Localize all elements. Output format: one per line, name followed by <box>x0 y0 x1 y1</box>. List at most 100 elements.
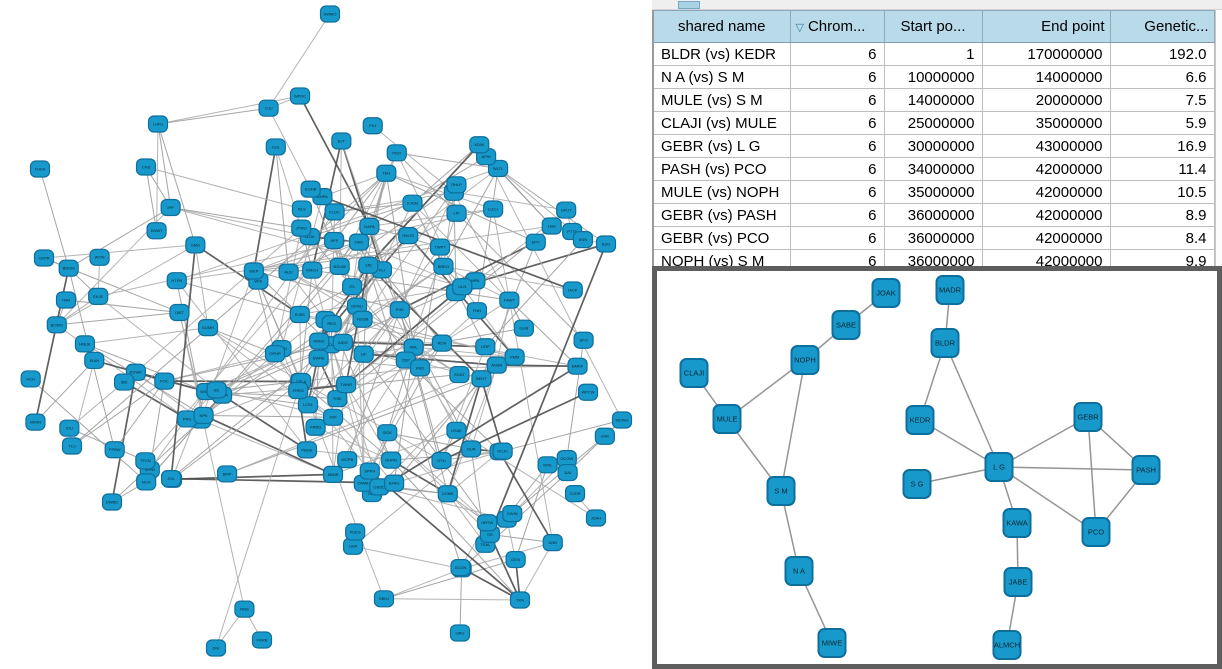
node-shape[interactable] <box>499 291 520 309</box>
network-edge[interactable] <box>56 311 180 326</box>
network-node[interactable]: GMG <box>185 236 206 254</box>
network-edge[interactable] <box>280 196 323 349</box>
network-edge[interactable] <box>299 95 371 227</box>
network-edge[interactable] <box>363 353 497 366</box>
network-node[interactable]: LPI <box>446 204 467 222</box>
network-edge[interactable] <box>386 432 491 535</box>
cell-shared-name[interactable]: MULE (vs) S M <box>654 88 791 112</box>
network-node[interactable]: SPPH <box>359 462 380 480</box>
network-edge[interactable] <box>489 533 553 544</box>
cell-shared-name[interactable]: GEBR (vs) PASH <box>654 203 791 227</box>
network-node[interactable]: DCGN <box>450 558 471 577</box>
node-shape[interactable] <box>135 452 156 470</box>
network-edge[interactable] <box>176 225 552 282</box>
network-edge[interactable] <box>998 466 1147 471</box>
network-edge[interactable] <box>345 384 392 461</box>
network-edge[interactable] <box>221 394 308 451</box>
network-node[interactable]: GUB <box>513 319 534 337</box>
network-node[interactable]: DNI <box>205 639 227 657</box>
node-shape[interactable] <box>449 365 470 384</box>
network-edge[interactable] <box>253 270 400 311</box>
node-shape[interactable] <box>58 259 79 277</box>
network-edge[interactable] <box>288 271 460 375</box>
node-shape[interactable] <box>452 278 473 296</box>
column-header-start-po-[interactable]: Start po... <box>884 10 983 43</box>
node-shape[interactable] <box>585 509 607 527</box>
cell-value[interactable]: 35000000 <box>982 111 1111 135</box>
network-node[interactable]: JDAH <box>585 509 607 527</box>
node-shape[interactable] <box>322 465 344 483</box>
column-header-shared-name[interactable]: shared name <box>654 10 791 43</box>
network-edge[interactable] <box>275 146 290 273</box>
node-shape[interactable] <box>562 281 583 299</box>
network-node[interactable]: WEP <box>243 262 264 280</box>
node-shape[interactable] <box>234 600 255 618</box>
network-node[interactable]: IJRU <box>449 624 471 642</box>
cell-value[interactable]: 42000000 <box>982 226 1111 250</box>
node-shape[interactable] <box>410 359 431 377</box>
network-edge[interactable] <box>470 364 498 450</box>
network-edge[interactable] <box>519 542 554 601</box>
node-shape[interactable] <box>362 117 383 135</box>
node-shape[interactable] <box>595 235 617 253</box>
node-shape[interactable] <box>577 383 599 401</box>
network-node-bldr[interactable]: BLDR <box>930 328 960 358</box>
network-edge[interactable] <box>203 353 276 416</box>
node-shape[interactable] <box>46 316 67 334</box>
node-shape[interactable] <box>556 201 577 219</box>
node-shape[interactable] <box>449 624 471 642</box>
network-edge[interactable] <box>288 271 358 307</box>
network-edge[interactable] <box>71 380 165 447</box>
network-edge[interactable] <box>515 464 549 560</box>
cell-value[interactable]: 36000000 <box>884 203 983 227</box>
network-node[interactable]: UNB <box>542 534 563 552</box>
node-shape[interactable] <box>402 194 423 212</box>
network-edge[interactable] <box>485 156 623 421</box>
network-edge[interactable] <box>396 152 584 341</box>
network-edge[interactable] <box>215 390 299 649</box>
network-node[interactable]: JJD <box>358 256 379 274</box>
network-node[interactable]: TKN <box>509 591 531 609</box>
network-edge[interactable] <box>369 470 521 601</box>
network-edge[interactable] <box>362 265 444 320</box>
network-node[interactable]: IOU <box>59 419 80 437</box>
node-shape[interactable] <box>505 550 526 569</box>
network-node[interactable]: DDWT <box>146 222 167 240</box>
network-edge[interactable] <box>157 123 196 246</box>
network-node[interactable]: AIDG <box>332 333 353 351</box>
network-node[interactable]: RLS <box>291 200 313 218</box>
node-shape[interactable] <box>359 462 380 480</box>
cell-value[interactable]: 6 <box>790 134 885 158</box>
node-shape[interactable] <box>135 158 157 176</box>
network-node[interactable]: OTU <box>431 451 452 470</box>
network-edge[interactable] <box>207 327 302 382</box>
cell-shared-name[interactable]: MULE (vs) NOPH <box>654 180 791 204</box>
network-node-gebr[interactable]: GEBR <box>1073 402 1103 432</box>
node-shape[interactable] <box>1002 508 1032 538</box>
network-edge[interactable] <box>386 367 421 433</box>
network-node[interactable]: DEN <box>505 550 526 569</box>
node-shape[interactable] <box>352 310 373 328</box>
network-edge[interactable] <box>363 246 441 355</box>
network-edge[interactable] <box>299 241 360 315</box>
node-shape[interactable] <box>288 381 309 400</box>
network-node[interactable]: KMCH <box>302 261 323 279</box>
node-shape[interactable] <box>321 315 342 333</box>
node-shape[interactable] <box>61 437 83 455</box>
cell-shared-name[interactable]: PASH (vs) PCO <box>654 157 791 181</box>
node-shape[interactable] <box>712 404 742 434</box>
network-node[interactable]: JTL <box>342 278 363 296</box>
network-edge[interactable] <box>226 364 497 475</box>
network-node-pco[interactable]: PCO <box>1081 517 1111 547</box>
network-edge[interactable] <box>459 568 463 634</box>
cell-value[interactable]: 36000000 <box>884 249 983 266</box>
filter-icon[interactable]: ▽ <box>795 22 804 34</box>
node-shape[interactable] <box>594 427 615 445</box>
node-shape[interactable] <box>389 301 410 319</box>
network-node[interactable]: LIF <box>353 345 374 363</box>
network-edge[interactable] <box>508 299 578 367</box>
cell-value[interactable]: 5.9 <box>1110 111 1215 135</box>
node-shape[interactable] <box>930 328 960 358</box>
network-edge[interactable] <box>253 240 335 272</box>
network-node-kawa[interactable]: KAWA <box>1002 508 1032 538</box>
